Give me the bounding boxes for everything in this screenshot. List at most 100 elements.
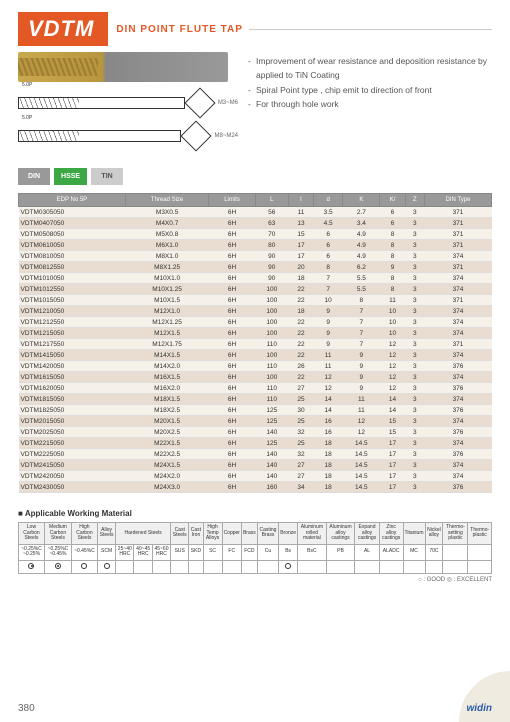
cell: VDTM1620050 [19, 383, 126, 394]
cell: VDTM2215050 [19, 438, 126, 449]
cell: 27 [288, 460, 313, 471]
mat-sub: BsC [298, 544, 327, 560]
badge-hsse: HSSE [54, 168, 87, 185]
cell: 17 [380, 449, 405, 460]
mat-sub: 25~40 HRC [116, 544, 134, 560]
cell: 63 [255, 218, 288, 229]
cell: VDTM2225050 [19, 449, 126, 460]
mat-sub: SUS [171, 544, 189, 560]
mat-mark [71, 560, 97, 574]
cell: 100 [255, 317, 288, 328]
mat-mark [443, 560, 468, 574]
cell: 376 [425, 427, 492, 438]
cell: VDTM0508050 [19, 229, 126, 240]
cell: 15 [380, 427, 405, 438]
cell: 9 [343, 361, 380, 372]
cell: 18 [314, 460, 343, 471]
cell: 3 [405, 372, 424, 383]
cell: M24X3.0 [125, 482, 209, 493]
cell: 27 [288, 383, 313, 394]
cell: VDTM0810050 [19, 251, 126, 262]
mat-mark [241, 560, 257, 574]
mat-sub: Cu [257, 544, 278, 560]
cell: 3 [405, 229, 424, 240]
mat-header: Zinc alloy castings [379, 523, 403, 545]
table-row: VDTM2415050M24X1.56H140271814.5173374 [19, 460, 492, 471]
table-row: VDTM1010050M10X1.06H901875.583374 [19, 273, 492, 284]
legend: ○ : GOOD ◎ : EXCELLENT [18, 576, 492, 583]
cell: 7 [343, 339, 380, 350]
cell: 3 [405, 460, 424, 471]
cell: 6H [209, 460, 255, 471]
cell: 125 [255, 405, 288, 416]
cell: 6H [209, 328, 255, 339]
cell: 6H [209, 218, 255, 229]
cell: 3 [405, 306, 424, 317]
mat-sub: AL [355, 544, 380, 560]
cell: M20X2.5 [125, 427, 209, 438]
table-row: VDTM0810050M8X1.06H901764.983374 [19, 251, 492, 262]
cell: M12X1.75 [125, 339, 209, 350]
mat-sub [468, 544, 492, 560]
cell: VDTM1615050 [19, 372, 126, 383]
cell: 80 [255, 240, 288, 251]
cell: 6.2 [343, 262, 380, 273]
cell: 7 [343, 317, 380, 328]
cell: 3 [405, 295, 424, 306]
cell: 14.5 [343, 449, 380, 460]
cell: 100 [255, 284, 288, 295]
cell: 3 [405, 207, 424, 218]
table-row: VDTM0407050M4X0.76H63134.53.463371 [19, 218, 492, 229]
cell: VDTM1010050 [19, 273, 126, 284]
cell: 6H [209, 394, 255, 405]
cell: 26 [288, 361, 313, 372]
cell: M18X2.5 [125, 405, 209, 416]
mat-sub: ~0.25%C ~0.45% [44, 544, 71, 560]
cell: 7 [314, 273, 343, 284]
cell: 376 [425, 361, 492, 372]
cell: M10X1.25 [125, 284, 209, 295]
mat-header: High Carbon Steels [71, 523, 97, 545]
mat-sub: MC [403, 544, 425, 560]
cell: 20 [288, 262, 313, 273]
cell: 32 [288, 449, 313, 460]
cell: 22 [288, 372, 313, 383]
cell: 12 [314, 383, 343, 394]
cell: 9 [314, 328, 343, 339]
table-row: VDTM2420050M24X2.06H140271814.5173374 [19, 471, 492, 482]
col-header: K/ [380, 194, 405, 207]
header-line-wrap: DIN POINT FLUTE TAP [116, 24, 492, 35]
mat-mark [171, 560, 189, 574]
mat-mark [425, 560, 443, 574]
cell: 3 [405, 416, 424, 427]
feature-item: Spiral Point type , chip emit to directi… [248, 83, 492, 97]
cell: 8 [380, 284, 405, 295]
mat-mark [326, 560, 355, 574]
cell: 100 [255, 306, 288, 317]
mat-sub: ALADC [379, 544, 403, 560]
cell: 6H [209, 416, 255, 427]
mat-sub: ~0.45%C [71, 544, 97, 560]
cell: 100 [255, 350, 288, 361]
cell: 6H [209, 284, 255, 295]
cell: 22 [288, 284, 313, 295]
cell: 27 [288, 471, 313, 482]
cell: 376 [425, 482, 492, 493]
cell: 11 [343, 394, 380, 405]
cell: M3X0.5 [125, 207, 209, 218]
mat-mark [222, 560, 241, 574]
cell: 11 [343, 405, 380, 416]
cell: VDTM1415050 [19, 350, 126, 361]
badge-din: DIN [18, 168, 50, 185]
product-photo [18, 52, 228, 82]
cell: 11 [314, 361, 343, 372]
cell: VDTM2015050 [19, 416, 126, 427]
col-header: Z [405, 194, 424, 207]
cell: 3 [405, 350, 424, 361]
materials-table: Low Carbon SteelsMedium Carbon SteelsHig… [18, 522, 492, 574]
cell: 374 [425, 471, 492, 482]
table-row: VDTM0508050M5X0.86H701564.983371 [19, 229, 492, 240]
cell: M12X1.25 [125, 317, 209, 328]
mat-header: Copper [222, 523, 241, 545]
cell: 100 [255, 328, 288, 339]
